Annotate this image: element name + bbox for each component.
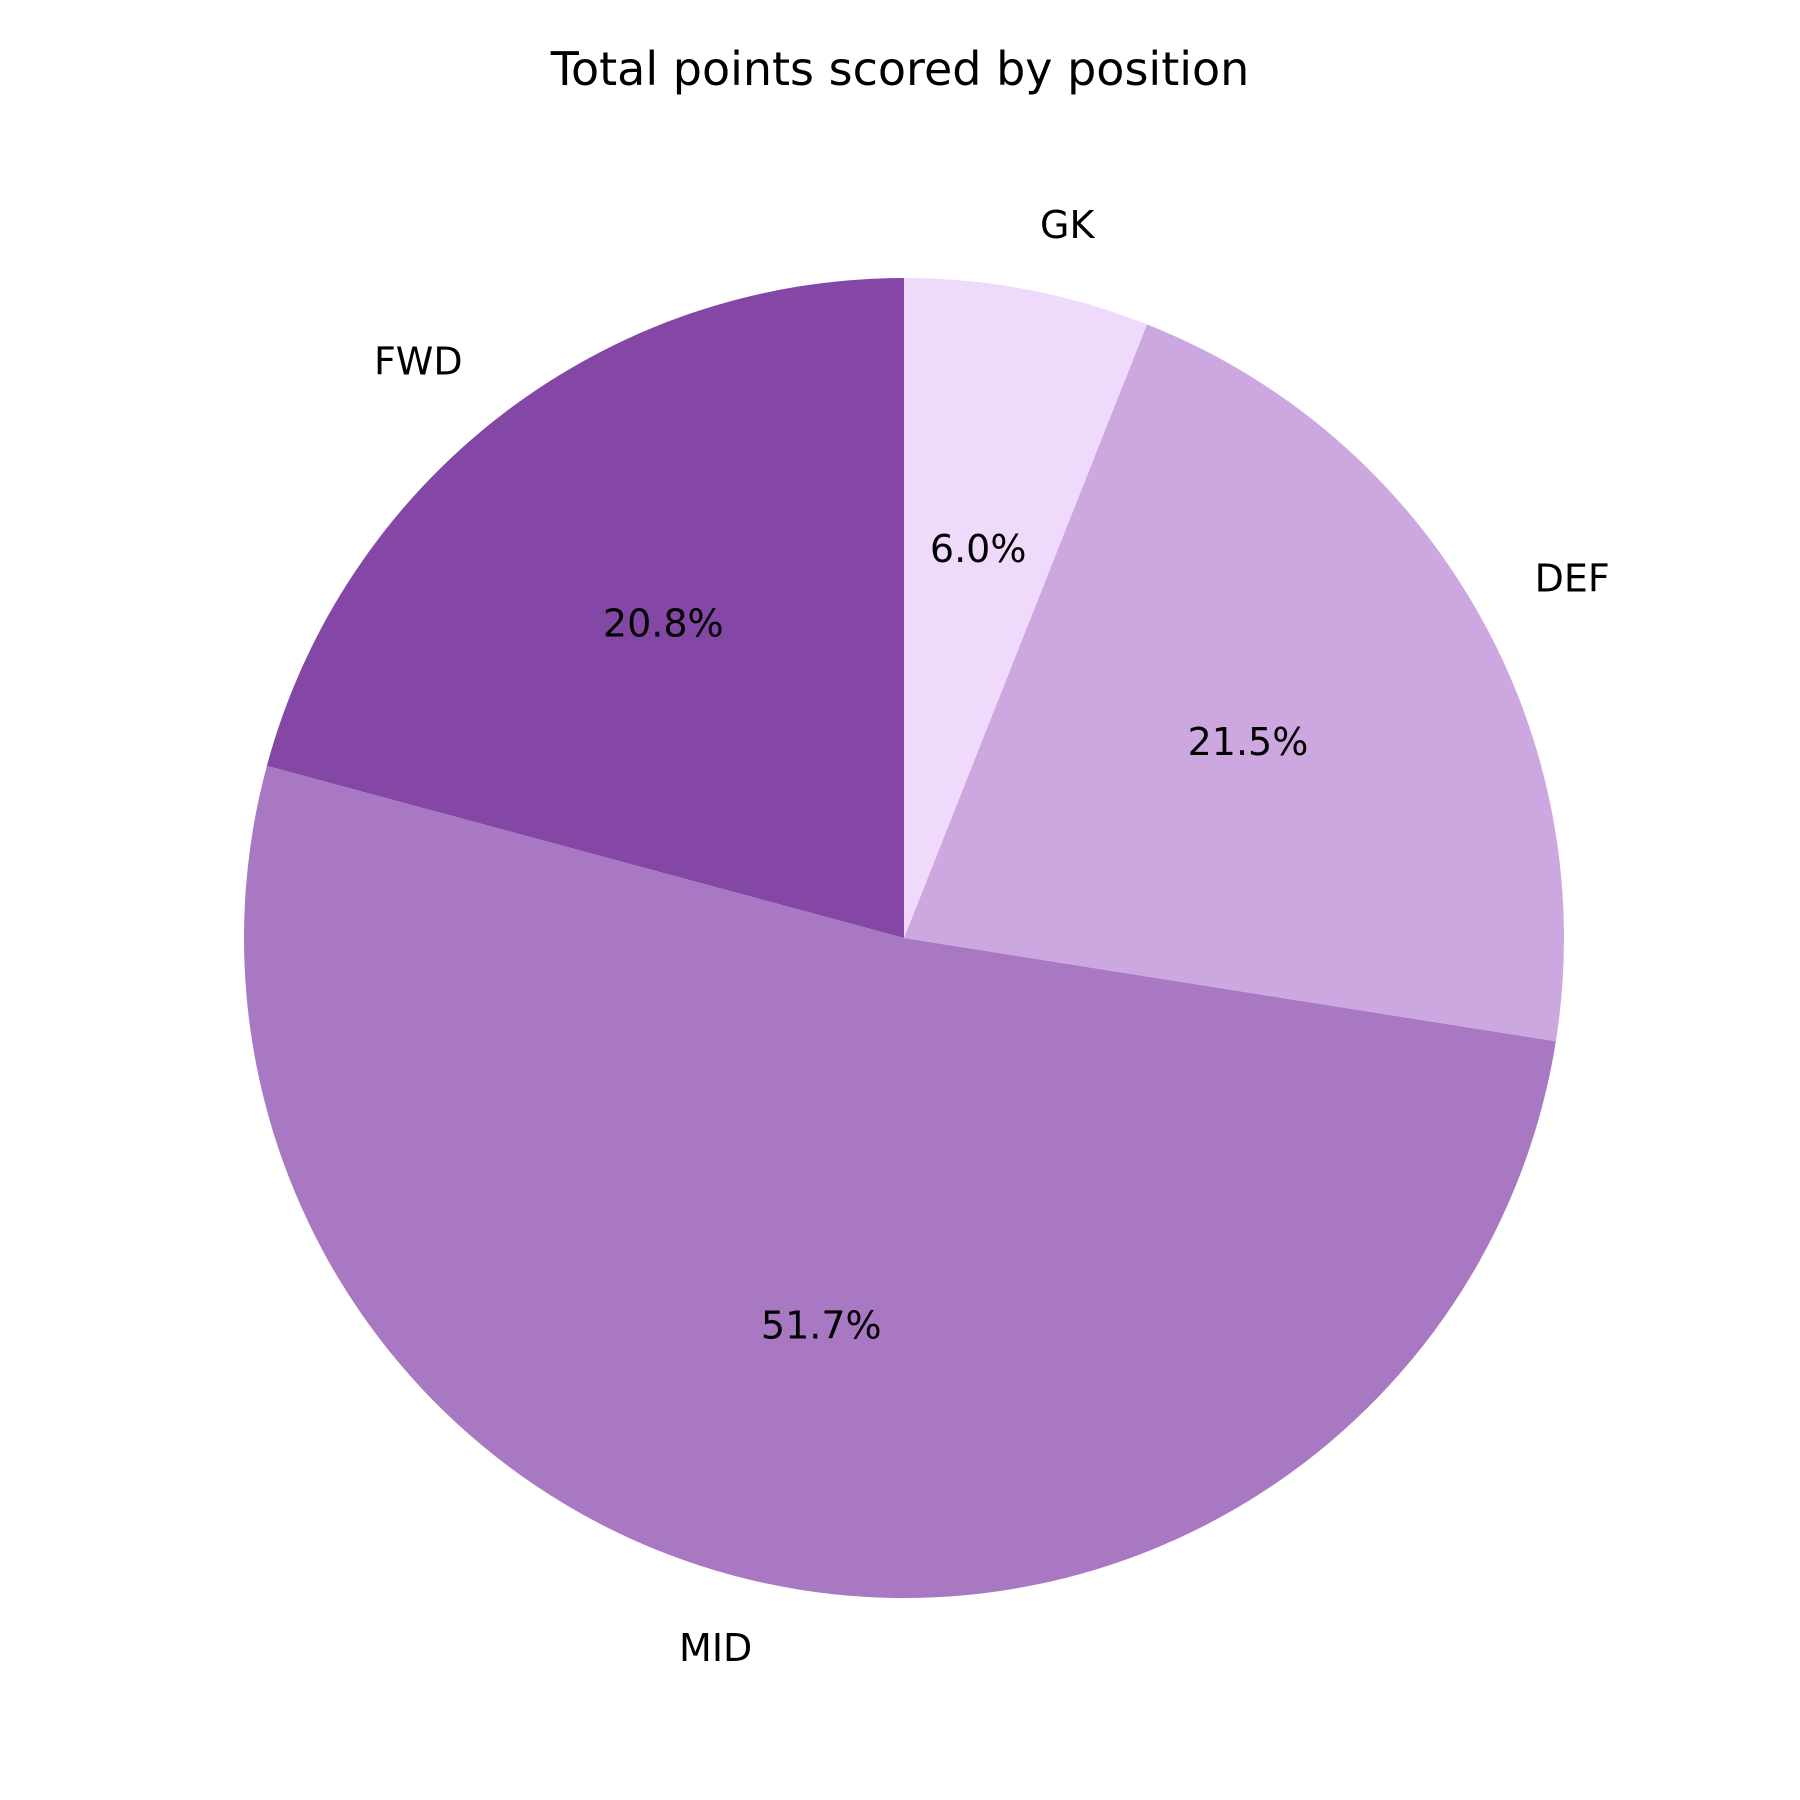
- slice-label-def: DEF: [1535, 556, 1610, 600]
- slice-percent-gk: 6.0%: [930, 527, 1027, 571]
- slice-percent-fwd: 20.8%: [603, 602, 724, 646]
- chart-title: Total points scored by position: [550, 42, 1250, 96]
- pie-slice-mid: [243, 765, 1556, 1599]
- slice-label-gk: GK: [1040, 203, 1095, 247]
- slice-percent-mid: 51.7%: [761, 1303, 882, 1347]
- slice-percent-def: 21.5%: [1188, 720, 1309, 764]
- slice-label-fwd: FWD: [374, 340, 463, 384]
- slice-label-mid: MID: [679, 1626, 752, 1670]
- pie-slice-gk: [904, 278, 1147, 938]
- pie-slice-def: [904, 324, 1564, 1042]
- pie-slice-fwd: [266, 278, 904, 938]
